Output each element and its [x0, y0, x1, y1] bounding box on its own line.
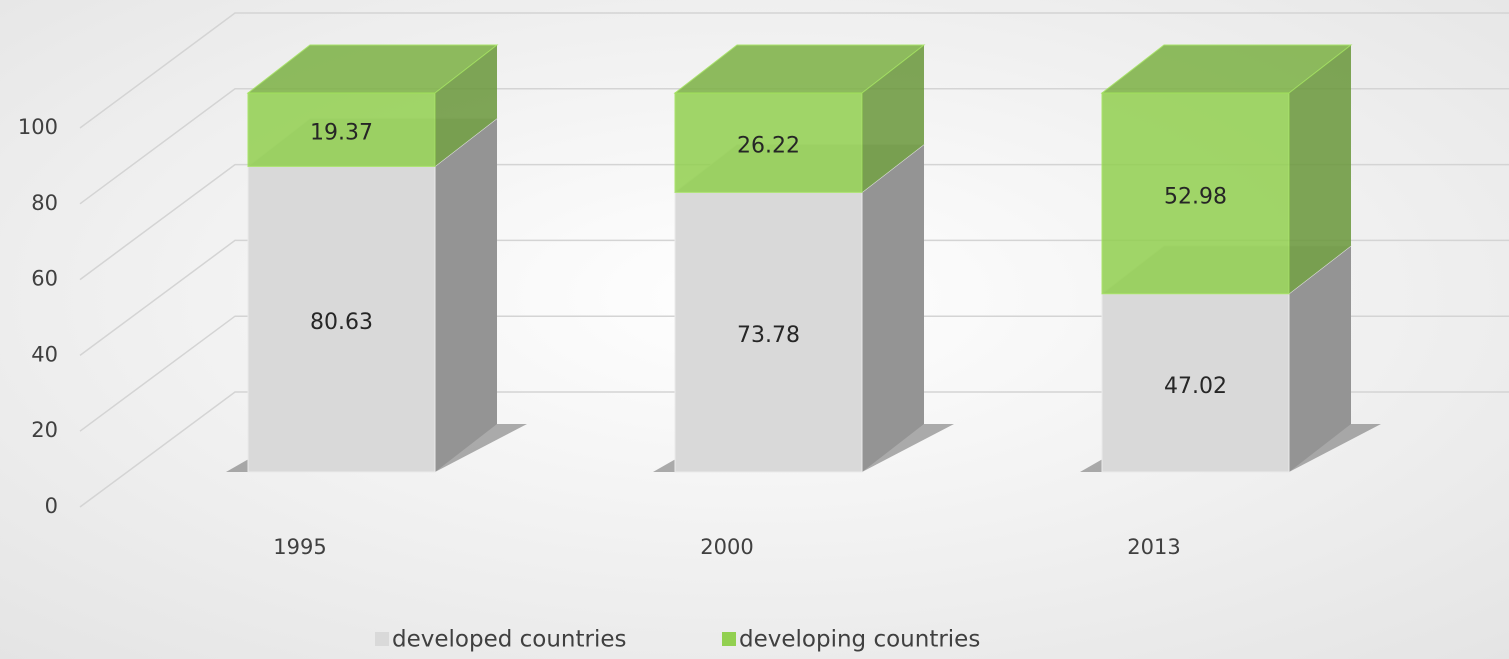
- legend-swatch: [722, 632, 736, 646]
- grid-line: [79, 12, 1509, 129]
- legend-swatch: [375, 632, 389, 646]
- bar-side: [862, 45, 924, 193]
- data-label: 26.22: [737, 134, 800, 159]
- bar-side: [435, 118, 497, 473]
- y-tick-label: 20: [31, 418, 58, 442]
- x-tick-label: 1995: [273, 535, 326, 559]
- data-label: 52.98: [1164, 184, 1227, 209]
- y-tick-label: 100: [18, 115, 58, 139]
- bar-side: [1289, 45, 1351, 294]
- bar-segment: [674, 191, 863, 473]
- x-tick-label: 2000: [700, 535, 753, 559]
- grid-line: [79, 163, 1509, 281]
- bar-top: [673, 44, 926, 94]
- bar-segment: [247, 165, 436, 473]
- legend-label: developed countries: [392, 627, 627, 653]
- grid-line: [79, 391, 1509, 508]
- grid-line: [79, 88, 1509, 205]
- bar-side: [862, 144, 924, 473]
- grid-line: [79, 239, 1509, 357]
- bar-segment: [1101, 293, 1290, 473]
- data-label: 80.63: [310, 310, 373, 335]
- x-tick-label: 2013: [1127, 535, 1180, 559]
- data-label: 73.78: [737, 323, 800, 348]
- bar-segment: [674, 92, 863, 193]
- bar-side: [435, 45, 497, 167]
- bar-segment: [1101, 92, 1290, 295]
- bar-segment: [247, 92, 436, 167]
- y-tick-label: 60: [31, 267, 58, 291]
- legend-label: developing countries: [739, 627, 980, 653]
- bar-top: [246, 44, 499, 94]
- data-label: 47.02: [1164, 374, 1227, 399]
- grid-line: [79, 315, 1509, 432]
- data-label: 19.37: [310, 121, 373, 146]
- y-tick-label: 0: [45, 494, 58, 518]
- bar-side: [1289, 245, 1351, 472]
- bar-top: [1100, 44, 1353, 94]
- y-tick-label: 40: [31, 342, 58, 366]
- y-tick-label: 80: [31, 191, 58, 215]
